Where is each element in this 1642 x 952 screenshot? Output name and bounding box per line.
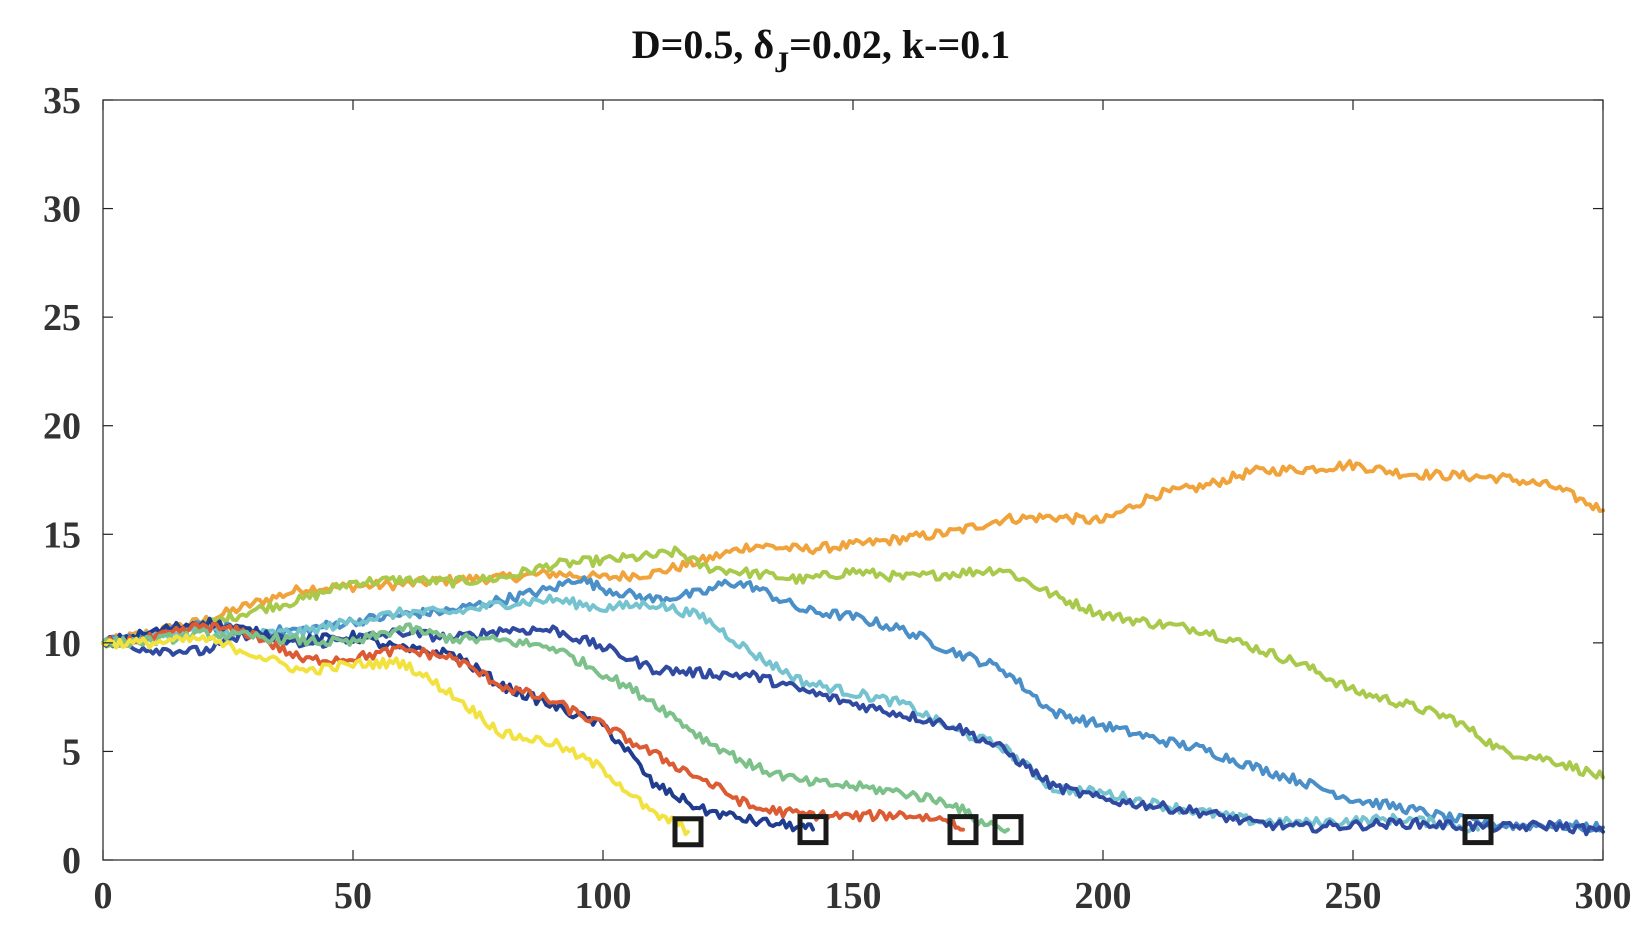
y-tick-label: 20	[43, 406, 81, 448]
end-marker-4	[992, 814, 1024, 846]
y-tick-label: 30	[43, 189, 81, 231]
chart-title-prefix: D=0.5, δ	[632, 22, 774, 67]
series-line-8	[101, 622, 1010, 834]
end-marker-5	[1462, 814, 1494, 846]
y-tick-label: 0	[62, 840, 81, 882]
plot-area: 0 50 100 150 200 250 300 0 5 10 15 20 25 30 35	[43, 80, 1632, 917]
x-tick-label: 150	[825, 875, 882, 917]
end-marker-2	[797, 814, 829, 846]
x-tick-label: 50	[334, 875, 372, 917]
series-line-2	[101, 545, 1605, 780]
chart-title: D=0.5, δJ=0.02, k-=0.1	[632, 22, 1011, 79]
series-line-7	[101, 621, 965, 832]
y-tick-label: 35	[43, 80, 81, 122]
chart-title-suffix: =0.02, k-=0.1	[789, 22, 1010, 67]
y-tick-label: 10	[43, 623, 81, 665]
y-tick-label: 5	[62, 731, 81, 773]
x-tick-label: 300	[1575, 875, 1632, 917]
series-line-9	[101, 633, 690, 837]
x-tick-label: 250	[1325, 875, 1382, 917]
plot-frame	[102, 99, 1604, 861]
chart-title-subscript: J	[774, 46, 789, 79]
series-line-1	[101, 459, 1605, 646]
y-tick-label: 25	[43, 297, 81, 339]
end-marker-1	[672, 816, 704, 848]
x-tick-label: 100	[575, 875, 632, 917]
series-line-4	[101, 593, 1480, 834]
end-marker-3	[947, 814, 979, 846]
x-tick-label: 200	[1075, 875, 1132, 917]
y-tick-label: 15	[43, 514, 81, 556]
x-tick-label: 0	[94, 875, 113, 917]
